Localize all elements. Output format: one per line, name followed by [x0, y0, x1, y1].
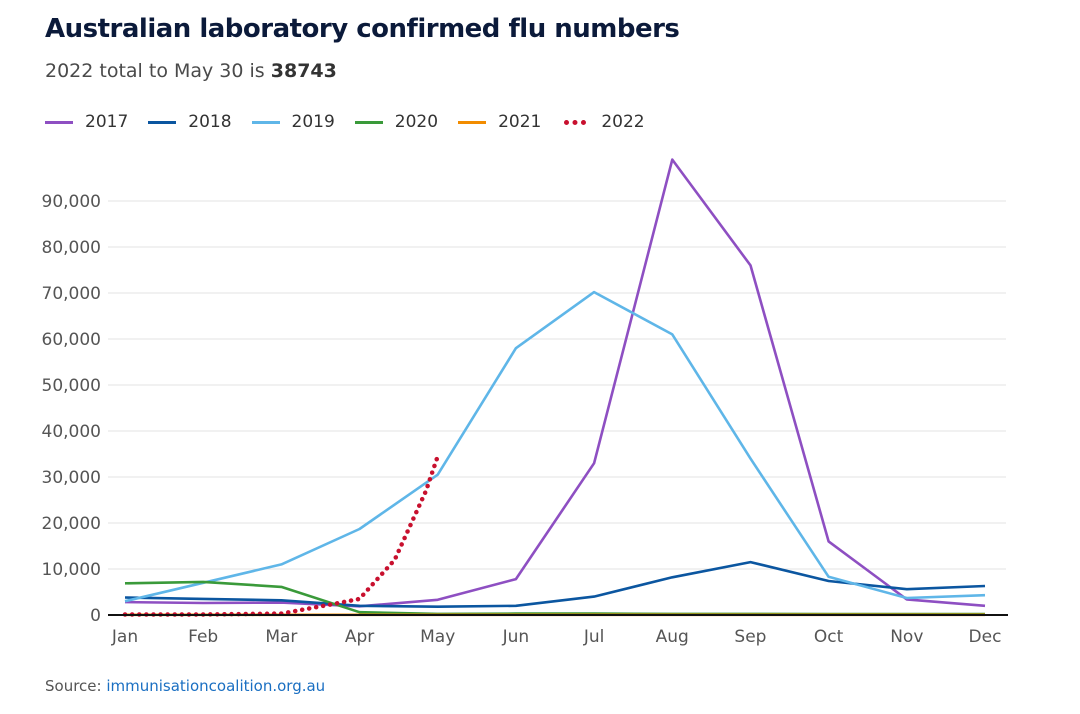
x-tick-label: Jul [583, 627, 605, 647]
series-line-2020 [124, 580, 985, 616]
y-tick-label: 80,000 [42, 238, 101, 258]
series-line-2017 [124, 158, 986, 608]
y-tick-label: 70,000 [42, 284, 101, 304]
legend-swatch [45, 120, 73, 124]
source-label: Source: [45, 677, 107, 695]
x-tick-label: Jan [111, 627, 138, 647]
legend-label: 2017 [85, 112, 129, 132]
x-tick-label: Nov [890, 627, 923, 647]
x-tick-label: May [420, 627, 455, 647]
legend-swatch [251, 120, 280, 124]
x-tick-label: Sep [734, 627, 766, 647]
legend-item-2021: 2021 [458, 112, 541, 132]
x-tick-label: Oct [814, 627, 844, 647]
x-tick-label: Apr [345, 627, 374, 647]
legend-item-2022: 2022 [561, 112, 645, 132]
legend-swatch [148, 120, 177, 124]
x-tick-label: Feb [188, 627, 218, 647]
source-note: Source: immunisationcoalition.org.au [45, 677, 325, 695]
x-tick-label: Dec [969, 627, 1002, 647]
legend-item-2018: 2018 [148, 112, 232, 132]
chart-title: Australian laboratory confirmed flu numb… [45, 14, 680, 44]
y-tick-label: 20,000 [42, 514, 101, 534]
y-tick-label: 40,000 [42, 422, 101, 442]
x-tick-label: Jun [502, 627, 530, 647]
chart-subtitle: 2022 total to May 30 is 38743 [45, 60, 337, 82]
series-line-2018 [124, 560, 986, 609]
y-tick-label: 30,000 [42, 468, 101, 488]
chart-legend: 2017 2018 2019 2020 2021 2022 [45, 112, 665, 132]
legend-label: 2022 [601, 112, 645, 132]
y-axis-ticks: 0 10,000 20,000 30,000 40,000 50,000 60,000 70,… [42, 192, 101, 626]
legend-swatch [564, 119, 587, 125]
legend-item-2017: 2017 [45, 112, 128, 132]
y-tick-label: 90,000 [42, 192, 101, 212]
subtitle-total: 38743 [270, 60, 337, 82]
series-lines [122, 158, 986, 617]
x-tick-label: Aug [656, 627, 689, 647]
y-tick-label: 60,000 [42, 330, 101, 350]
y-tick-label: 0 [90, 606, 101, 626]
legend-label: 2018 [188, 112, 232, 132]
legend-label: 2021 [498, 112, 542, 132]
legend-swatch [458, 120, 487, 124]
x-tick-label: Mar [265, 627, 297, 647]
legend-item-2019: 2019 [251, 112, 335, 132]
subtitle-text: 2022 total to May 30 is [45, 60, 271, 82]
grid-lines [108, 200, 1006, 570]
legend-swatch [354, 120, 383, 124]
series-line-2019 [124, 290, 986, 603]
x-axis-ticks: Jan Feb Mar Apr May Jun Jul Aug Sep Oct Nov Dec [111, 627, 1002, 647]
legend-label: 2019 [291, 112, 335, 132]
y-tick-label: 50,000 [42, 376, 101, 396]
y-tick-label: 10,000 [42, 560, 101, 580]
source-link[interactable]: immunisationcoalition.org.au [106, 677, 326, 695]
legend-label: 2020 [394, 112, 439, 132]
legend-item-2020: 2020 [354, 112, 439, 132]
